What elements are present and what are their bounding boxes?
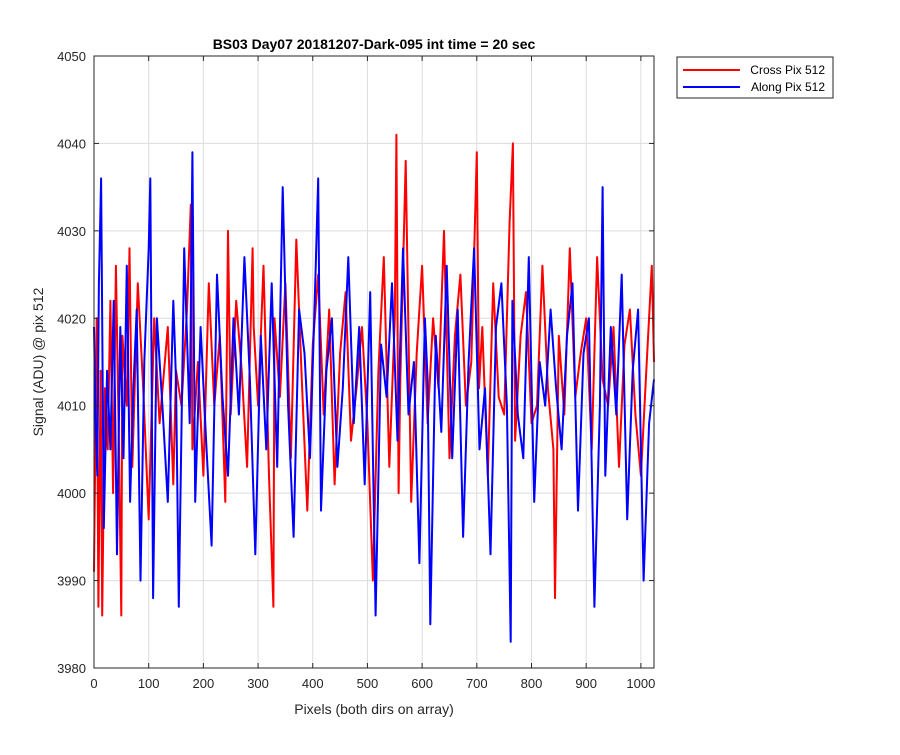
x-tick-label: 0 xyxy=(90,676,97,691)
legend-label-along: Along Pix 512 xyxy=(751,80,825,94)
series-line-along-pix-512 xyxy=(93,151,655,643)
x-tick-label: 800 xyxy=(521,676,543,691)
x-tick-label: 900 xyxy=(575,676,597,691)
x-axis-ticks: 0 100 200 300 400 500 600 700 800 900 1000 xyxy=(90,56,655,691)
y-tick-label: 4010 xyxy=(57,399,86,414)
axes-box xyxy=(93,55,655,669)
y-tick-label: 4040 xyxy=(57,136,86,151)
legend-box xyxy=(676,56,834,99)
x-tick-label: 400 xyxy=(302,676,324,691)
x-tick-label: 700 xyxy=(466,676,488,691)
x-tick-label: 300 xyxy=(247,676,269,691)
y-tick-label: 3980 xyxy=(57,661,86,676)
legend: Cross Pix 512 Along Pix 512 xyxy=(676,56,834,99)
series-layer xyxy=(93,133,655,643)
x-tick-label: 600 xyxy=(411,676,433,691)
x-tick-label: 1000 xyxy=(626,676,655,691)
y-tick-label: 4030 xyxy=(57,224,86,239)
y-tick-label: 4000 xyxy=(57,486,86,501)
x-tick-label: 100 xyxy=(138,676,160,691)
x-tick-label: 200 xyxy=(193,676,215,691)
y-axis-ticks: 3980 3990 4000 4010 4020 4030 4040 4050 xyxy=(57,49,654,676)
legend-label-cross: Cross Pix 512 xyxy=(750,63,825,77)
y-axis-label: Signal (ADU) @ pix 512 xyxy=(30,287,46,436)
y-tick-label: 4050 xyxy=(57,49,86,64)
y-tick-label: 4020 xyxy=(57,311,86,326)
x-tick-label: 500 xyxy=(357,676,379,691)
y-tick-label: 3990 xyxy=(57,574,86,589)
chart-title: BS03 Day07 20181207-Dark-095 int time = … xyxy=(213,36,536,52)
x-axis-label: Pixels (both dirs on array) xyxy=(294,701,454,717)
